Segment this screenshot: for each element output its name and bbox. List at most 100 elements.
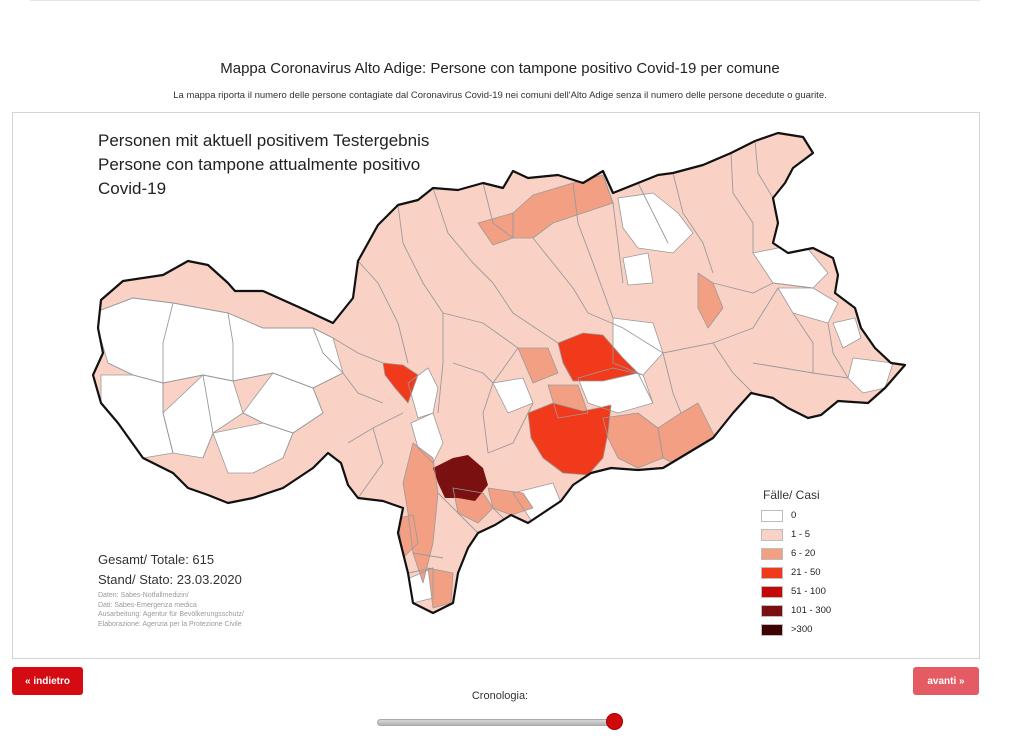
municipality-edge: [162, 374, 244, 459]
municipality-border: [312, 327, 344, 374]
municipality-border: [712, 282, 774, 294]
municipality-mid: [518, 348, 558, 383]
municipality-border: [712, 342, 754, 394]
municipality-border: [342, 372, 384, 404]
municipality-edge: [697, 272, 724, 329]
municipality-edge: [527, 402, 612, 476]
municipality-edge: [777, 287, 839, 324]
map-frame: Personen mit aktuell positivem Testergeb…: [12, 112, 980, 659]
legend-swatch: [761, 547, 783, 560]
municipality-mid: [428, 568, 453, 608]
municipality-border: [397, 204, 444, 314]
municipality-border: [532, 522, 554, 544]
legend-swatch: [761, 528, 783, 541]
municipality-edge: [382, 362, 419, 404]
municipality-border: [452, 362, 494, 384]
municipality-edge: [832, 317, 862, 349]
municipality-mid: [488, 488, 533, 515]
legend-title: Fälle/ Casi: [763, 488, 820, 502]
back-button[interactable]: « indietro: [12, 667, 83, 695]
municipality-edge: [612, 317, 664, 376]
map-title: Personen mit aktuell positivem Testergeb…: [98, 129, 429, 201]
municipality-edge: [407, 367, 439, 419]
credit-line: Daten: Sabes-Notfallmedizin/: [98, 592, 189, 599]
municipality-border: [162, 302, 174, 383]
legend-label: 21 - 50: [791, 567, 821, 578]
municipality-border: [407, 567, 434, 574]
legend-item: 51 - 100: [761, 582, 831, 601]
municipality-border: [332, 337, 384, 364]
municipality-border: [437, 313, 444, 414]
timeline-slider-track[interactable]: [377, 719, 615, 726]
municipality-edge: [452, 487, 494, 524]
municipality-border: [357, 260, 409, 364]
municipality-edge: [410, 412, 444, 464]
municipality-zero: [411, 413, 443, 463]
legend-label: 51 - 100: [791, 586, 826, 597]
municipality-border: [672, 172, 714, 274]
municipality-mid: [478, 213, 513, 245]
municipality-mid: [698, 273, 723, 328]
municipality-mid: [403, 443, 438, 583]
municipality-zero: [753, 243, 828, 288]
municipality-border: [227, 312, 234, 381]
municipality-edge: [622, 252, 654, 286]
municipality-mid: [603, 413, 663, 468]
legend-label: 6 - 20: [791, 548, 816, 559]
municipality-edge: [847, 357, 894, 394]
legend-label: 1 - 5: [791, 529, 811, 540]
legend-item: 21 - 50: [761, 563, 831, 582]
municipality-border: [572, 182, 614, 319]
municipality-zero: [848, 358, 893, 393]
timeline-label: Cronologia:: [471, 690, 529, 702]
south-tyrol-map[interactable]: [13, 113, 979, 658]
municipality-border: [827, 322, 849, 379]
municipality-edge: [577, 367, 654, 414]
municipality-border: [587, 312, 664, 354]
map-legend: Fälle/ Casi 0 1 - 5 6 - 20 21 - 50 51 - …: [761, 488, 831, 639]
province-outline: [91, 131, 907, 615]
municipality-zero: [163, 375, 243, 458]
municipality-edge: [212, 422, 294, 474]
map-title-line-covid: Covid-19: [98, 179, 167, 198]
total-cases: Gesamt/ Totale: 615: [98, 552, 215, 567]
municipality-mid: [513, 175, 613, 238]
municipality-border: [730, 152, 754, 253]
municipality-zero: [623, 253, 653, 285]
municipality-edge: [517, 347, 559, 384]
municipality-border: [752, 362, 849, 379]
municipality-edge: [547, 384, 589, 419]
credit-line: Ausarbeitung: Agentur für Bevölkerungssc…: [98, 611, 244, 618]
municipality-zero: [213, 423, 293, 473]
legend-swatch: [761, 566, 783, 579]
page-subtitle: La mappa riporta il numero delle persone…: [173, 90, 827, 101]
municipality-high: [528, 403, 611, 475]
municipality-border: [792, 312, 814, 373]
municipality-border: [487, 402, 534, 454]
totals-block: Gesamt/ Totale: 615 Stand/ Stato: 23.03.…: [98, 550, 242, 590]
legend-swatch: [761, 509, 783, 522]
municipality-border: [637, 372, 654, 404]
municipality-zero: [618, 193, 693, 253]
municipality-zero: [101, 375, 173, 458]
municipality-border: [662, 287, 779, 354]
municipality-border: [442, 312, 519, 349]
municipality-mid: [398, 515, 418, 558]
legend-swatch: [761, 604, 783, 617]
municipality-border: [412, 552, 444, 559]
next-button[interactable]: avanti »: [913, 667, 979, 695]
municipality-edge: [402, 442, 439, 584]
legend-label: 0: [791, 510, 797, 521]
municipality-border: [437, 492, 479, 534]
municipality-edge: [477, 212, 514, 246]
municipality-zero: [778, 288, 838, 323]
legend-item: 1 - 5: [761, 525, 831, 544]
municipality-edge: [512, 174, 614, 239]
legend-swatch: [761, 623, 783, 636]
municipality-top: [433, 455, 488, 501]
municipality-border: [357, 427, 384, 499]
municipality-border: [432, 187, 494, 284]
data-credits: Daten: Sabes-Notfallmedizin/ Dati: Sabes…: [98, 591, 244, 629]
municipality-border: [482, 182, 514, 239]
timeline-slider-thumb[interactable]: [606, 713, 623, 730]
